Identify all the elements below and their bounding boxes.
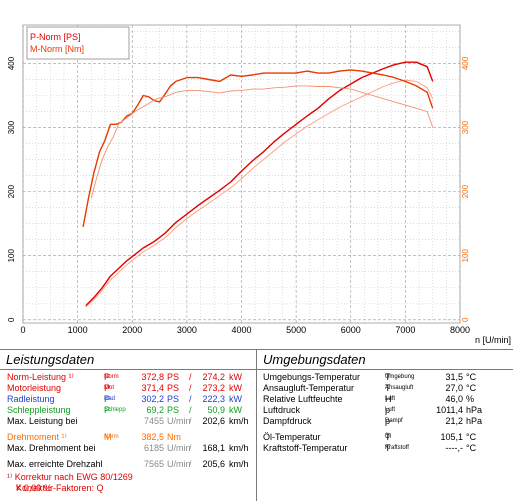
leistung-row: Max. Drehmoment bei 6185 U/min/168,1 km/h [7, 443, 249, 453]
y-tick-left: 400 [7, 56, 16, 70]
y-tick-left: 300 [7, 120, 16, 134]
plot-frame [22, 24, 461, 324]
left-axis-ticks: 0 100 200 300 400 [7, 56, 16, 322]
umgebungsdaten-panel: Umgebungsdaten Umgebungs-Temperatur T Umge… [257, 350, 513, 501]
umgebung-row: Luftdruck p Luft 1011,4 hPa [263, 405, 483, 415]
umgebung-row: Ansaugluft-Temperatur T Ansaugluft 27,0 °C [263, 383, 477, 393]
leistung-row: Max. erreichte Drehzahl 7565 U/min/205,6 km… [7, 459, 249, 469]
umgebung-row: Relative Luftfeuchte H Luft 46,0% [263, 394, 475, 404]
x-axis-label: n [U/min] [475, 335, 511, 345]
leistung-row: Motorleistung P Mot 371,4 PS/273,2 kW [7, 383, 242, 393]
leistung-row: Radleistung P Rad 302,2 PS/222,3 kW [7, 394, 242, 404]
dyno-chart: 0 100 200 300 400 0 100 200 300 400 0 1000 2000 300… [7, 24, 511, 345]
x-tick: 3000 [177, 325, 197, 335]
x-tick: 2000 [122, 325, 142, 335]
data-tables: Leistungsdaten Norm-Leistung ¹⁾ P Norm 372,… [0, 349, 513, 501]
leistungsdaten-title: Leistungsdaten [0, 350, 256, 370]
y-tick-left: 100 [7, 248, 16, 262]
y-tick-right: 0 [461, 317, 470, 322]
x-axis-ticks: 0 1000 2000 3000 4000 5000 6000 7000 8000 [20, 325, 470, 335]
leistung-row: Max. Leistung bei 7455 U/min/202,6 km/h [7, 416, 249, 426]
umgebung-row: Dampfdruck p Dampf 21,2 hPa [263, 416, 483, 426]
y-tick-right: 100 [461, 248, 470, 262]
x-tick: 7000 [395, 325, 415, 335]
x-tick: 4000 [231, 325, 251, 335]
leistung-row: Drehmoment ¹⁾ M Norm 382,5 Nm [7, 432, 181, 442]
y-tick-left: 0 [7, 317, 16, 322]
y-tick-left: 200 [7, 184, 16, 198]
footnote-korrektur: ¹⁾ Korrektur nach EWG 80/1269 [7, 472, 133, 482]
x-tick: 0 [20, 325, 25, 335]
leistung-row: Norm-Leistung ¹⁾ P Norm 372,8 PS/274,2 kW [7, 372, 242, 382]
umgebung-row: Kraftstoff-Temperatur T Kraftstoff ----,- °C [263, 443, 477, 453]
leistung-row: Schleppleistung P Schlepp 69,2 PS/50,9 kW [7, 405, 242, 415]
series-line-3 [90, 85, 434, 199]
chart-grid [22, 24, 461, 324]
series-line-1 [85, 79, 434, 308]
y-tick-right: 300 [461, 120, 470, 134]
x-tick: 6000 [341, 325, 361, 335]
right-axis-ticks: 0 100 200 300 400 [461, 56, 470, 322]
legend-entry-p-norm: P-Norm [PS] [30, 32, 81, 42]
legend-box: P-Norm [PS] M-Norm [Nm] [26, 26, 130, 60]
series-line-0 [85, 61, 434, 307]
umgebungsdaten-title: Umgebungsdaten [257, 350, 513, 370]
chart-lines [82, 61, 434, 308]
x-tick: 1000 [68, 325, 88, 335]
y-tick-right: 400 [461, 56, 470, 70]
x-tick: 8000 [450, 325, 470, 335]
x-tick: 5000 [286, 325, 306, 335]
umgebung-row: Umgebungs-Temperatur T Umgebung 31,5 °C [263, 372, 477, 382]
umgebung-row: Öl-Temperatur T Öl 105,1 °C [263, 432, 477, 442]
legend-entry-m-norm: M-Norm [Nm] [30, 44, 84, 54]
y-tick-right: 200 [461, 184, 470, 198]
leistungsdaten-panel: Leistungsdaten Norm-Leistung ¹⁾ P Norm 372,… [0, 350, 257, 501]
